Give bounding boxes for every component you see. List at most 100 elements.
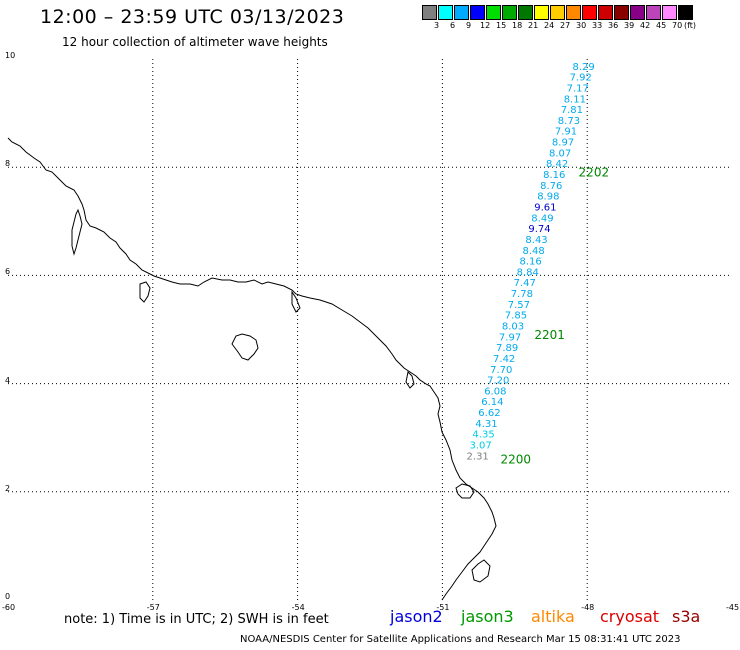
scale-label: 70 bbox=[672, 21, 683, 30]
lat-tick-label: 0 bbox=[5, 592, 11, 601]
wave-height-value: 7.85 bbox=[505, 311, 527, 322]
wave-height-value: 6.62 bbox=[478, 408, 500, 419]
wave-height-value: 8.76 bbox=[540, 181, 562, 192]
scale-swatch bbox=[678, 5, 693, 20]
wave-height-value: 8.29 bbox=[573, 62, 595, 73]
graticule bbox=[8, 59, 732, 600]
wave-height-value: 8.16 bbox=[543, 170, 565, 181]
wave-height-value: 8.43 bbox=[525, 235, 547, 246]
map-subtitle: 12 hour collection of altimeter wave hei… bbox=[62, 35, 328, 49]
legend-cryosat: cryosat bbox=[600, 607, 660, 626]
wave-height-value: 4.35 bbox=[472, 430, 494, 441]
scale-swatch bbox=[582, 5, 597, 20]
wave-height-value: 8.42 bbox=[546, 159, 568, 170]
scale-label: (ft) bbox=[684, 21, 697, 30]
lat-tick-label: 6 bbox=[5, 267, 11, 277]
pass-label: 2200 bbox=[501, 452, 532, 466]
wave-height-value: 7.57 bbox=[508, 300, 530, 311]
legend-jason3: jason3 bbox=[461, 607, 514, 626]
wave-height-value: 7.47 bbox=[514, 278, 536, 289]
scale-label: 30 bbox=[576, 21, 587, 30]
lon-tick-label: -60 bbox=[2, 603, 16, 612]
scale-swatch bbox=[662, 5, 677, 20]
legend-altika: altika bbox=[531, 607, 575, 626]
wave-height-value: 7.20 bbox=[487, 376, 509, 387]
wave-height-value: 7.70 bbox=[490, 365, 512, 376]
lon-tick-label: -51 bbox=[436, 603, 450, 612]
wave-height-value: 3.07 bbox=[469, 441, 491, 452]
scale-swatch bbox=[598, 5, 613, 20]
credit-line: NOAA/NESDIS Center for Satellite Applica… bbox=[240, 634, 681, 645]
wave-height-value: 8.98 bbox=[537, 192, 559, 203]
scale-label: 24 bbox=[544, 21, 555, 30]
wave-height-value: 2.31 bbox=[467, 451, 489, 462]
scale-swatch bbox=[630, 5, 645, 20]
wave-height-value: 8.49 bbox=[531, 213, 553, 224]
scale-swatch bbox=[566, 5, 581, 20]
scale-label: 45 bbox=[656, 21, 667, 30]
map-title: 12:00 – 23:59 UTC 03/13/2023 bbox=[40, 6, 345, 28]
wave-height-value: 8.48 bbox=[522, 246, 544, 257]
wave-height-value: 7.92 bbox=[570, 73, 592, 84]
scale-swatch bbox=[454, 5, 469, 20]
wave-height-value: 7.42 bbox=[493, 354, 515, 365]
lat-tick-label: 4 bbox=[5, 375, 11, 385]
wave-height-value: 7.91 bbox=[555, 127, 577, 138]
pass-label: 2201 bbox=[534, 328, 565, 342]
wave-height-value: 8.03 bbox=[502, 322, 524, 333]
scale-label: 21 bbox=[528, 21, 539, 30]
coastline bbox=[7, 137, 497, 601]
wave-height-value: 6.08 bbox=[484, 386, 506, 397]
wave-height-value: 7.17 bbox=[567, 83, 589, 94]
lon-tick-label: -57 bbox=[146, 603, 160, 612]
legend-s3a: s3a bbox=[672, 607, 701, 626]
scale-swatch bbox=[646, 5, 661, 20]
scale-label: 18 bbox=[512, 21, 523, 30]
scale-swatch bbox=[614, 5, 629, 20]
scale-label: 36 bbox=[608, 21, 619, 30]
scale-swatch bbox=[550, 5, 565, 20]
lon-tick-label: -54 bbox=[291, 603, 305, 612]
wave-height-value: 8.97 bbox=[552, 138, 574, 149]
scale-label: 6 bbox=[450, 21, 456, 30]
scale-swatch bbox=[438, 5, 453, 20]
scale-label: 3 bbox=[434, 21, 440, 30]
scale-label: 9 bbox=[466, 21, 472, 30]
legend-jason2: jason2 bbox=[390, 607, 443, 626]
wave-height-value: 8.84 bbox=[517, 267, 539, 278]
scale-swatch bbox=[470, 5, 485, 20]
wave-height-value: 9.74 bbox=[528, 224, 550, 235]
wave-height-value: 9.61 bbox=[534, 202, 556, 213]
wave-height-value: 4.31 bbox=[475, 419, 497, 430]
scale-label: 39 bbox=[624, 21, 635, 30]
lon-tick-label: -45 bbox=[726, 603, 740, 612]
scale-swatch bbox=[486, 5, 501, 20]
wave-height-value: 7.78 bbox=[511, 289, 533, 300]
scale-swatch bbox=[502, 5, 517, 20]
wave-height-value: 7.97 bbox=[499, 332, 521, 343]
scale-swatch bbox=[518, 5, 533, 20]
lat-tick-label: 8 bbox=[5, 159, 11, 169]
wave-height-value: 7.81 bbox=[561, 105, 583, 116]
scale-label: 27 bbox=[560, 21, 571, 30]
lat-tick-label: 2 bbox=[5, 483, 11, 493]
wave-height-value: 6.14 bbox=[481, 397, 503, 408]
scale-label: 12 bbox=[480, 21, 491, 30]
wave-height-value: 8.07 bbox=[549, 148, 571, 159]
scale-label: 33 bbox=[592, 21, 603, 30]
footnote: note: 1) Time is in UTC; 2) SWH is in fe… bbox=[64, 612, 329, 627]
lat-tick-label: 10 bbox=[5, 51, 16, 60]
wave-height-value: 7.89 bbox=[496, 343, 518, 354]
lon-tick-label: -48 bbox=[581, 603, 595, 612]
scale-label: 15 bbox=[496, 21, 507, 30]
satellite-track: 2.313.074.354.316.626.146.087.207.707.42… bbox=[467, 62, 610, 467]
scale-swatch bbox=[422, 5, 437, 20]
wave-height-scale bbox=[422, 5, 694, 20]
scale-label: 42 bbox=[640, 21, 651, 30]
scale-swatch bbox=[534, 5, 549, 20]
wave-height-value: 8.11 bbox=[564, 94, 586, 105]
wave-height-value: 8.16 bbox=[520, 257, 542, 268]
pass-label: 2202 bbox=[579, 166, 610, 180]
wave-height-value: 8.73 bbox=[558, 116, 580, 127]
